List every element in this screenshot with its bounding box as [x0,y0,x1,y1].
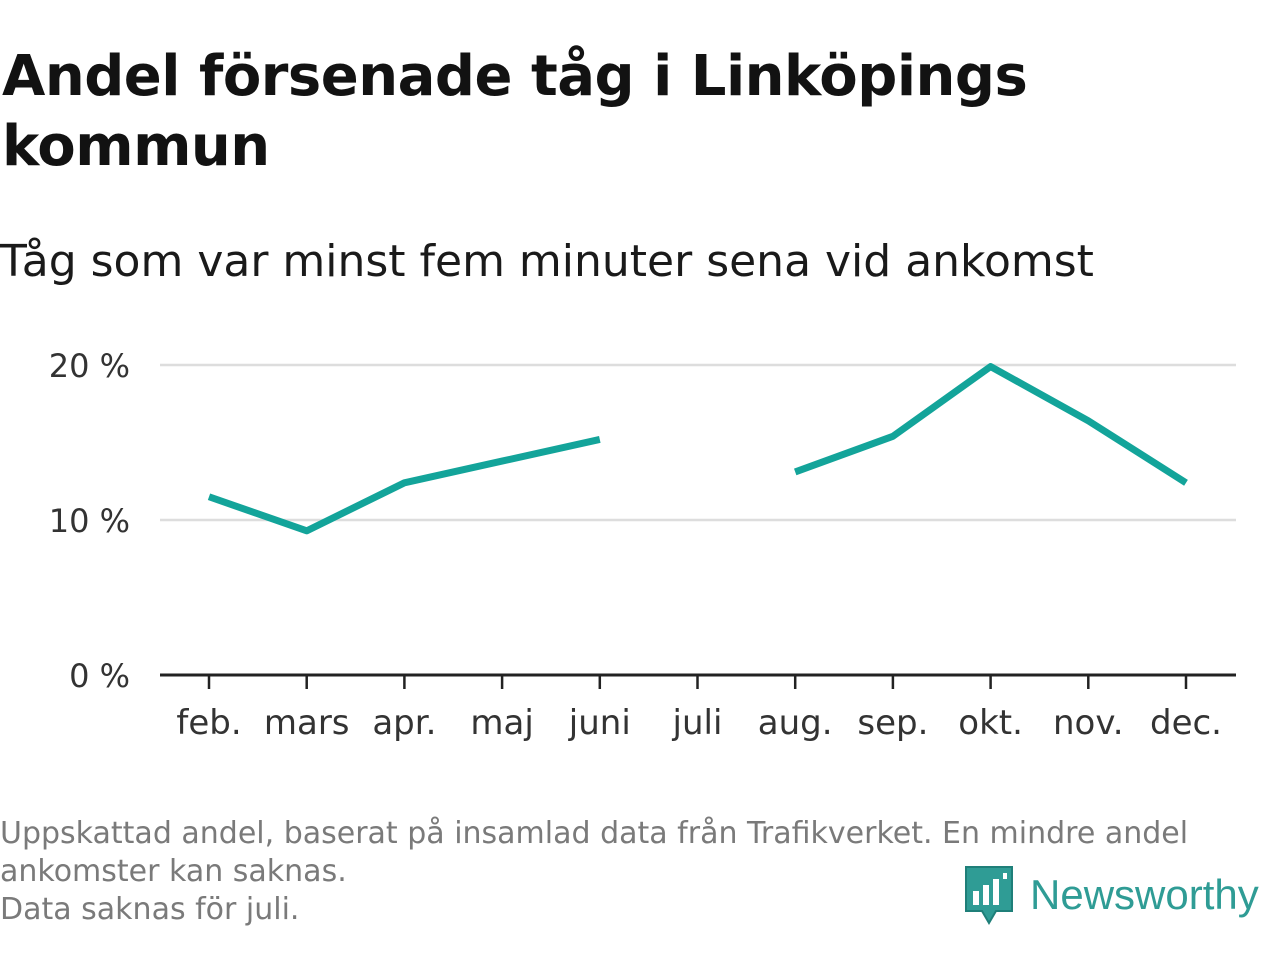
series-line-0-segment-0 [207,435,601,535]
x-tick-label-4: juni [568,703,631,743]
x-tick-label-10: dec. [1150,703,1222,743]
line-chart: 0 % 10 % 20 % feb. mars apr. maj juni juli aug. se… [49,347,1236,743]
x-tick-label-2: apr. [372,703,436,743]
footnote-line-3: Data saknas för juli. [0,892,300,927]
x-tick-label-0: feb. [176,703,241,743]
y-tick-label-0: 0 % [69,657,130,695]
x-tick-label-5: juli [672,703,723,743]
brand-logo: Newsworthy [962,862,1259,928]
x-tick-label-8: okt. [958,703,1023,743]
x-tick-label-3: maj [470,703,533,743]
footnote-line-1: Uppskattad andel, baserat på insamlad da… [0,816,1189,851]
x-tick-label-1: mars [264,703,350,743]
chart-subtitle: Tåg som var minst fem minuter sena vid a… [0,236,1094,287]
newsworthy-logo-icon [965,866,1013,925]
x-tick-label-7: sep. [857,703,928,743]
series-line-0-segment-1 [794,363,1188,486]
x-tick-label-6: aug. [758,703,833,743]
y-tick-label-1: 10 % [49,502,130,540]
brand-name: Newsworthy [1030,871,1259,918]
y-tick-label-2: 20 % [49,347,130,385]
x-tick-label-9: nov. [1053,703,1124,743]
footnote: Uppskattad andel, baserat på insamlad da… [0,815,1270,929]
footnote-line-2: ankomster kan saknas. [0,854,347,889]
chart-title: Andel försenade tåg i Linköpings kommun [2,44,1028,179]
